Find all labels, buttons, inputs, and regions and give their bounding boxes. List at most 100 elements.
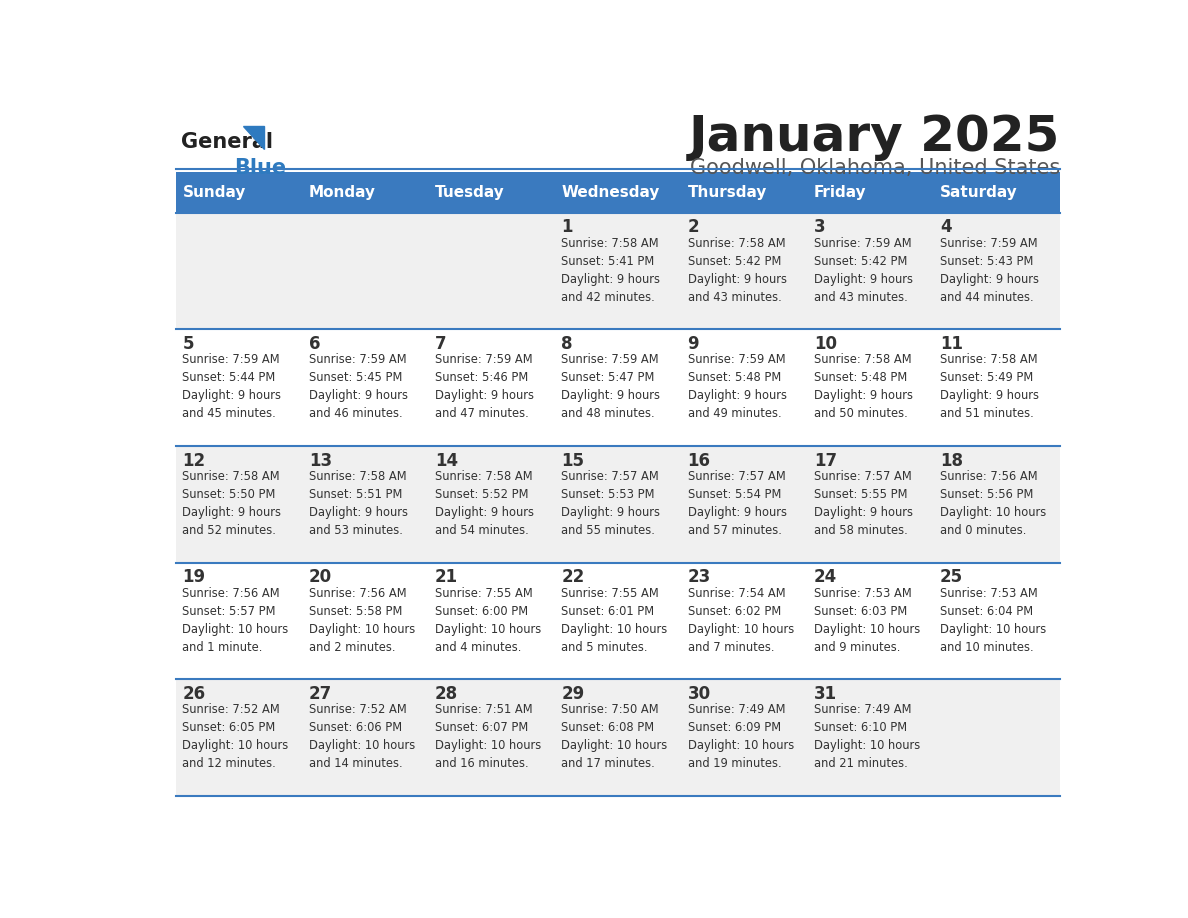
Text: Sunrise: 7:57 AM
Sunset: 5:53 PM
Daylight: 9 hours
and 55 minutes.: Sunrise: 7:57 AM Sunset: 5:53 PM Dayligh… (561, 470, 661, 537)
Text: Sunrise: 7:54 AM
Sunset: 6:02 PM
Daylight: 10 hours
and 7 minutes.: Sunrise: 7:54 AM Sunset: 6:02 PM Dayligh… (688, 587, 794, 654)
Text: Sunrise: 7:59 AM
Sunset: 5:44 PM
Daylight: 9 hours
and 45 minutes.: Sunrise: 7:59 AM Sunset: 5:44 PM Dayligh… (183, 353, 282, 420)
Bar (934, 172, 1060, 213)
Text: 15: 15 (561, 452, 584, 470)
Bar (681, 563, 808, 679)
Text: 18: 18 (940, 452, 963, 470)
Bar (681, 679, 808, 796)
Text: 6: 6 (309, 335, 321, 353)
Bar (303, 172, 429, 213)
Text: 10: 10 (814, 335, 836, 353)
Text: Sunrise: 7:57 AM
Sunset: 5:54 PM
Daylight: 9 hours
and 57 minutes.: Sunrise: 7:57 AM Sunset: 5:54 PM Dayligh… (688, 470, 786, 537)
Bar (808, 446, 934, 563)
Bar (934, 330, 1060, 446)
Text: Sunrise: 7:56 AM
Sunset: 5:58 PM
Daylight: 10 hours
and 2 minutes.: Sunrise: 7:56 AM Sunset: 5:58 PM Dayligh… (309, 587, 415, 654)
Text: Sunrise: 7:58 AM
Sunset: 5:48 PM
Daylight: 9 hours
and 50 minutes.: Sunrise: 7:58 AM Sunset: 5:48 PM Dayligh… (814, 353, 912, 420)
Text: Sunrise: 7:58 AM
Sunset: 5:50 PM
Daylight: 9 hours
and 52 minutes.: Sunrise: 7:58 AM Sunset: 5:50 PM Dayligh… (183, 470, 282, 537)
Text: 2: 2 (688, 218, 699, 236)
Text: Sunrise: 7:58 AM
Sunset: 5:49 PM
Daylight: 9 hours
and 51 minutes.: Sunrise: 7:58 AM Sunset: 5:49 PM Dayligh… (940, 353, 1040, 420)
Bar (176, 172, 303, 213)
Text: 7: 7 (435, 335, 447, 353)
Bar (429, 563, 555, 679)
Text: 14: 14 (435, 452, 459, 470)
Text: 16: 16 (688, 452, 710, 470)
Text: 27: 27 (309, 685, 331, 703)
Bar (555, 563, 681, 679)
Bar (555, 330, 681, 446)
Text: Sunrise: 7:52 AM
Sunset: 6:05 PM
Daylight: 10 hours
and 12 minutes.: Sunrise: 7:52 AM Sunset: 6:05 PM Dayligh… (183, 703, 289, 770)
Text: January 2025: January 2025 (689, 113, 1060, 161)
Text: 20: 20 (309, 568, 331, 587)
Bar (555, 446, 681, 563)
Bar (934, 446, 1060, 563)
Text: 12: 12 (183, 452, 206, 470)
Bar (808, 213, 934, 330)
Bar (934, 679, 1060, 796)
Text: Sunrise: 7:57 AM
Sunset: 5:55 PM
Daylight: 9 hours
and 58 minutes.: Sunrise: 7:57 AM Sunset: 5:55 PM Dayligh… (814, 470, 912, 537)
Bar (303, 446, 429, 563)
Text: Sunrise: 7:53 AM
Sunset: 6:03 PM
Daylight: 10 hours
and 9 minutes.: Sunrise: 7:53 AM Sunset: 6:03 PM Dayligh… (814, 587, 920, 654)
Text: 23: 23 (688, 568, 710, 587)
Bar (303, 563, 429, 679)
Text: Sunrise: 7:50 AM
Sunset: 6:08 PM
Daylight: 10 hours
and 17 minutes.: Sunrise: 7:50 AM Sunset: 6:08 PM Dayligh… (561, 703, 668, 770)
Text: 21: 21 (435, 568, 459, 587)
Bar (176, 446, 303, 563)
Bar (555, 172, 681, 213)
Text: 25: 25 (940, 568, 963, 587)
Text: Sunday: Sunday (183, 185, 246, 199)
Text: 11: 11 (940, 335, 963, 353)
Bar (808, 563, 934, 679)
Bar (176, 563, 303, 679)
Polygon shape (244, 126, 264, 149)
Text: Sunrise: 7:51 AM
Sunset: 6:07 PM
Daylight: 10 hours
and 16 minutes.: Sunrise: 7:51 AM Sunset: 6:07 PM Dayligh… (435, 703, 542, 770)
Text: 13: 13 (309, 452, 331, 470)
Text: Sunrise: 7:58 AM
Sunset: 5:41 PM
Daylight: 9 hours
and 42 minutes.: Sunrise: 7:58 AM Sunset: 5:41 PM Dayligh… (561, 237, 661, 304)
Text: 22: 22 (561, 568, 584, 587)
Bar (934, 213, 1060, 330)
Bar (176, 213, 303, 330)
Bar (429, 330, 555, 446)
Text: Wednesday: Wednesday (561, 185, 659, 199)
Text: Sunrise: 7:59 AM
Sunset: 5:45 PM
Daylight: 9 hours
and 46 minutes.: Sunrise: 7:59 AM Sunset: 5:45 PM Dayligh… (309, 353, 407, 420)
Text: 24: 24 (814, 568, 838, 587)
Text: Thursday: Thursday (688, 185, 767, 199)
Bar (808, 679, 934, 796)
Text: 5: 5 (183, 335, 194, 353)
Text: 9: 9 (688, 335, 699, 353)
Bar (303, 213, 429, 330)
Bar (808, 330, 934, 446)
Bar (429, 679, 555, 796)
Text: Sunrise: 7:55 AM
Sunset: 6:00 PM
Daylight: 10 hours
and 4 minutes.: Sunrise: 7:55 AM Sunset: 6:00 PM Dayligh… (435, 587, 542, 654)
Text: Sunrise: 7:49 AM
Sunset: 6:09 PM
Daylight: 10 hours
and 19 minutes.: Sunrise: 7:49 AM Sunset: 6:09 PM Dayligh… (688, 703, 794, 770)
Text: Tuesday: Tuesday (435, 185, 505, 199)
Text: Sunrise: 7:59 AM
Sunset: 5:47 PM
Daylight: 9 hours
and 48 minutes.: Sunrise: 7:59 AM Sunset: 5:47 PM Dayligh… (561, 353, 661, 420)
Text: 19: 19 (183, 568, 206, 587)
Bar (681, 330, 808, 446)
Text: Saturday: Saturday (940, 185, 1018, 199)
Text: Blue: Blue (234, 158, 286, 178)
Bar (681, 213, 808, 330)
Text: Sunrise: 7:55 AM
Sunset: 6:01 PM
Daylight: 10 hours
and 5 minutes.: Sunrise: 7:55 AM Sunset: 6:01 PM Dayligh… (561, 587, 668, 654)
Text: Sunrise: 7:59 AM
Sunset: 5:42 PM
Daylight: 9 hours
and 43 minutes.: Sunrise: 7:59 AM Sunset: 5:42 PM Dayligh… (814, 237, 912, 304)
Text: Goodwell, Oklahoma, United States: Goodwell, Oklahoma, United States (690, 158, 1060, 178)
Text: Sunrise: 7:59 AM
Sunset: 5:46 PM
Daylight: 9 hours
and 47 minutes.: Sunrise: 7:59 AM Sunset: 5:46 PM Dayligh… (435, 353, 533, 420)
Bar (934, 563, 1060, 679)
Bar (555, 213, 681, 330)
Text: 17: 17 (814, 452, 836, 470)
Text: Sunrise: 7:59 AM
Sunset: 5:43 PM
Daylight: 9 hours
and 44 minutes.: Sunrise: 7:59 AM Sunset: 5:43 PM Dayligh… (940, 237, 1040, 304)
Text: Sunrise: 7:58 AM
Sunset: 5:42 PM
Daylight: 9 hours
and 43 minutes.: Sunrise: 7:58 AM Sunset: 5:42 PM Dayligh… (688, 237, 786, 304)
Text: Sunrise: 7:58 AM
Sunset: 5:52 PM
Daylight: 9 hours
and 54 minutes.: Sunrise: 7:58 AM Sunset: 5:52 PM Dayligh… (435, 470, 533, 537)
Bar (303, 330, 429, 446)
Bar (303, 679, 429, 796)
Text: Sunrise: 7:52 AM
Sunset: 6:06 PM
Daylight: 10 hours
and 14 minutes.: Sunrise: 7:52 AM Sunset: 6:06 PM Dayligh… (309, 703, 415, 770)
Bar (429, 446, 555, 563)
Bar (681, 446, 808, 563)
Text: 1: 1 (561, 218, 573, 236)
Text: Monday: Monday (309, 185, 375, 199)
Text: General: General (181, 132, 273, 152)
Text: 8: 8 (561, 335, 573, 353)
Bar (681, 172, 808, 213)
Text: Sunrise: 7:53 AM
Sunset: 6:04 PM
Daylight: 10 hours
and 10 minutes.: Sunrise: 7:53 AM Sunset: 6:04 PM Dayligh… (940, 587, 1047, 654)
Text: Friday: Friday (814, 185, 866, 199)
Text: 30: 30 (688, 685, 710, 703)
Text: 29: 29 (561, 685, 584, 703)
